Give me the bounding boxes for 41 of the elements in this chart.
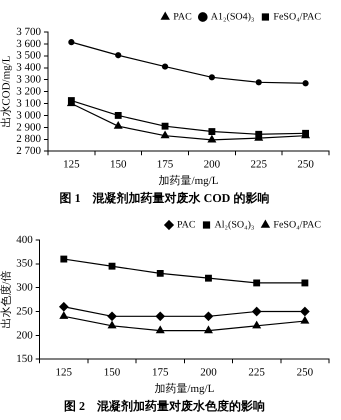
legend-label: A1₂(SO4)₃ (210, 12, 254, 23)
legend-label: PAC (176, 220, 196, 231)
y-tick-label: 3 200 (16, 85, 42, 98)
x-tick-label: 250 (296, 366, 314, 379)
x-tick-label: 175 (152, 366, 169, 379)
y-tick-label: 3 100 (16, 97, 42, 110)
x-tick-label: 125 (63, 158, 80, 171)
y-tick-label: 3 600 (16, 38, 42, 50)
y-axis-title: 出水色度/倍 (0, 270, 12, 329)
x-tick-label: 250 (297, 158, 314, 171)
y-tick-label: 2 700 (16, 145, 42, 158)
y-tick-label: 350 (16, 258, 34, 270)
x-tick-label: 225 (250, 158, 268, 171)
y-tick-label: 3 300 (16, 74, 42, 86)
x-axis-title: 加药量/mg/L (158, 174, 219, 187)
legend-label: FeSO₄/PAC (273, 12, 322, 23)
y-tick-label: 300 (16, 282, 34, 294)
y-tick-label: 400 (16, 234, 34, 246)
y-tick-label: 3 700 (16, 26, 42, 38)
y-axis-title: 出水COD/mg/L (0, 55, 12, 128)
x-axis-title: 加药量/mg/L (154, 382, 215, 395)
text: 图 1 混凝剂加药量对废水 COD 的影响 (60, 190, 270, 205)
y-tick-label: 2 800 (16, 133, 42, 146)
y-tick-label: 200 (16, 329, 34, 342)
x-tick-label: 225 (248, 366, 266, 379)
x-tick-label: 150 (110, 158, 127, 171)
legend-label: PAC (173, 12, 192, 23)
text: 图 2 混凝剂加药量对废水色度的影响 (64, 398, 265, 413)
y-tick-label: 3 000 (16, 109, 42, 122)
x-tick-label: 150 (104, 366, 121, 379)
y-tick-label: 3 500 (16, 50, 42, 62)
x-tick-label: 125 (56, 366, 73, 379)
y-tick-label: 150 (16, 353, 34, 366)
legend-label: FeSO₄/PAC (273, 220, 322, 231)
x-tick-label: 175 (156, 158, 174, 171)
y-tick-label: 250 (16, 305, 34, 318)
x-tick-label: 200 (200, 366, 218, 379)
x-tick-label: 200 (204, 158, 221, 171)
legend-label: Al₂(SO₄)₃ (214, 220, 254, 231)
y-tick-label: 2 900 (16, 121, 42, 134)
y-tick-label: 3 400 (16, 62, 42, 74)
